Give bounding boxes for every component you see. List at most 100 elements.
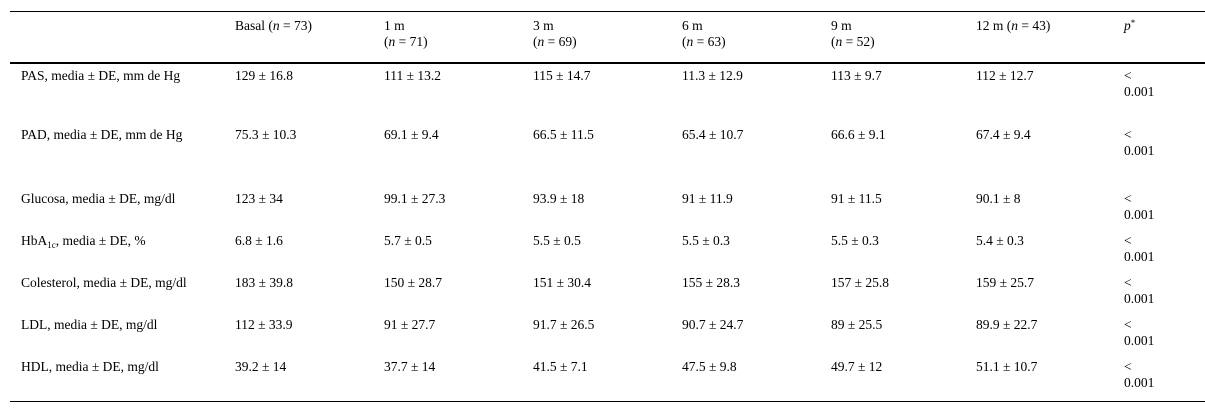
- header-12m-text: 12 m (: [976, 18, 1012, 33]
- row-label: Glucosa, media ± DE, mg/dl: [10, 191, 235, 233]
- header-9m-n: n: [835, 34, 843, 49]
- row-label: HbA1c, media ± DE, %: [10, 233, 235, 275]
- row-label-text: Colesterol, media ± DE, mg/dl: [21, 275, 187, 290]
- cell-basal: 112 ± 33.9: [235, 317, 293, 332]
- header-3m-n: n: [537, 34, 545, 49]
- cell-3m: 41.5 ± 7.1: [533, 359, 588, 374]
- cell-p: < 0.001: [1124, 359, 1205, 401]
- header-empty-cell: [10, 12, 235, 64]
- cell-basal: 183 ± 39.8: [235, 275, 294, 290]
- cell-p: < 0.001: [1124, 63, 1205, 127]
- label-hba: HbA: [21, 233, 48, 248]
- header-12m-n: n: [1011, 18, 1018, 33]
- table-body: PAS, media ± DE, mm de Hg 129 ± 16.8 111…: [10, 63, 1205, 401]
- cell-9m: 66.6 ± 9.1: [831, 127, 886, 142]
- header-basal-n: n: [272, 18, 280, 33]
- header-basal: Basal (n = 73): [235, 12, 384, 64]
- header-basal-text: Basal (: [235, 18, 273, 33]
- cell-p-text: < 0.001: [1124, 233, 1155, 264]
- header-6m-count: = 63): [693, 34, 726, 49]
- cell-p-text: < 0.001: [1124, 317, 1155, 348]
- row-label: Colesterol, media ± DE, mg/dl: [10, 275, 235, 317]
- header-3m-count: = 69): [544, 34, 577, 49]
- cell-9m: 91 ± 11.5: [831, 191, 882, 206]
- cell-6m: 65.4 ± 10.7: [682, 127, 744, 142]
- table-header: Basal (n = 73) 1 m (n = 71) 3 m (n = 69) 6…: [10, 11, 1205, 64]
- cell-basal: 75.3 ± 10.3: [235, 127, 297, 142]
- cell-p: < 0.001: [1124, 317, 1205, 359]
- cell-6m: 47.5 ± 9.8: [682, 359, 737, 374]
- cell-p: < 0.001: [1124, 233, 1205, 275]
- cell-1m: 99.1 ± 27.3: [384, 191, 446, 206]
- cell-3m: 91.7 ± 26.5: [533, 317, 595, 332]
- row-label-text: PAS, media ± DE, mm de Hg: [21, 68, 181, 83]
- cell-p: < 0.001: [1124, 275, 1205, 317]
- header-p-text: p: [1124, 18, 1131, 33]
- header-9m: 9 m (n = 52): [831, 18, 875, 49]
- cell-p-text: < 0.001: [1124, 191, 1155, 222]
- cell-9m: 113 ± 9.7: [831, 68, 882, 83]
- cell-p-text: < 0.001: [1124, 68, 1155, 99]
- header-9m-count: = 52): [842, 34, 875, 49]
- row-label: LDL, media ± DE, mg/dl: [10, 317, 235, 359]
- cell-9m: 157 ± 25.8: [831, 275, 890, 290]
- table-row: LDL, media ± DE, mg/dl 112 ± 33.9 91 ± 2…: [10, 317, 1205, 359]
- row-label-text: HDL, media ± DE, mg/dl: [21, 359, 159, 374]
- header-1m-text: 1 m: [384, 18, 405, 33]
- table-row: PAD, media ± DE, mm de Hg 75.3 ± 10.3 69…: [10, 127, 1205, 191]
- cell-6m: 91 ± 11.9: [682, 191, 733, 206]
- header-p: p*: [1124, 12, 1205, 64]
- cell-6m: 155 ± 28.3: [682, 275, 741, 290]
- cell-1m: 69.1 ± 9.4: [384, 127, 439, 142]
- cell-1m: 5.7 ± 0.5: [384, 233, 432, 248]
- row-label-text: LDL, media ± DE, mg/dl: [21, 317, 158, 332]
- cell-p: < 0.001: [1124, 127, 1205, 191]
- table-row: HbA1c, media ± DE, % 6.8 ± 1.6 5.7 ± 0.5…: [10, 233, 1205, 275]
- label-hba-subscript: 1c: [47, 240, 56, 250]
- header-6m-n: n: [686, 34, 694, 49]
- row-label: PAD, media ± DE, mm de Hg: [10, 127, 235, 191]
- header-1m-n: n: [388, 34, 396, 49]
- cell-1m: 111 ± 13.2: [384, 68, 442, 83]
- cell-12m: 51.1 ± 10.7: [976, 359, 1038, 374]
- cell-basal: 39.2 ± 14: [235, 359, 287, 374]
- header-1m-count: = 71): [395, 34, 428, 49]
- cell-3m: 5.5 ± 0.5: [533, 233, 581, 248]
- cell-12m: 89.9 ± 22.7: [976, 317, 1038, 332]
- cell-12m: 67.4 ± 9.4: [976, 127, 1031, 142]
- cell-basal: 129 ± 16.8: [235, 68, 294, 83]
- cell-12m: 159 ± 25.7: [976, 275, 1035, 290]
- header-1m: 1 m (n = 71): [384, 18, 428, 49]
- header-row: Basal (n = 73) 1 m (n = 71) 3 m (n = 69) 6…: [10, 11, 1205, 64]
- cell-3m: 66.5 ± 11.5: [533, 127, 594, 142]
- header-p-asterisk: *: [1130, 18, 1136, 28]
- cell-9m: 5.5 ± 0.3: [831, 233, 879, 248]
- cell-p-text: < 0.001: [1124, 359, 1155, 390]
- cell-12m: 112 ± 12.7: [976, 68, 1034, 83]
- cell-6m: 5.5 ± 0.3: [682, 233, 730, 248]
- row-label: PAS, media ± DE, mm de Hg: [10, 63, 235, 127]
- label-hba-rest: , media ± DE, %: [55, 233, 146, 248]
- header-3m: 3 m (n = 69): [533, 18, 577, 49]
- cell-6m: 11.3 ± 12.9: [682, 68, 743, 83]
- header-6m-text: 6 m: [682, 18, 703, 33]
- cell-basal: 6.8 ± 1.6: [235, 233, 283, 248]
- cell-1m: 91 ± 27.7: [384, 317, 436, 332]
- cell-9m: 89 ± 25.5: [831, 317, 883, 332]
- cell-9m: 49.7 ± 12: [831, 359, 883, 374]
- cell-1m: 37.7 ± 14: [384, 359, 436, 374]
- table-row: HDL, media ± DE, mg/dl 39.2 ± 14 37.7 ± …: [10, 359, 1205, 401]
- cell-3m: 115 ± 14.7: [533, 68, 591, 83]
- header-12m: 12 m (n = 43): [976, 12, 1124, 64]
- cell-12m: 90.1 ± 8: [976, 191, 1021, 206]
- header-basal-count: = 73): [279, 18, 312, 33]
- cell-basal: 123 ± 34: [235, 191, 283, 206]
- row-label: HDL, media ± DE, mg/dl: [10, 359, 235, 401]
- cell-6m: 90.7 ± 24.7: [682, 317, 744, 332]
- header-12m-count: = 43): [1018, 18, 1051, 33]
- table-row: PAS, media ± DE, mm de Hg 129 ± 16.8 111…: [10, 63, 1205, 127]
- cell-p-text: < 0.001: [1124, 127, 1155, 158]
- cell-12m: 5.4 ± 0.3: [976, 233, 1024, 248]
- cell-3m: 151 ± 30.4: [533, 275, 592, 290]
